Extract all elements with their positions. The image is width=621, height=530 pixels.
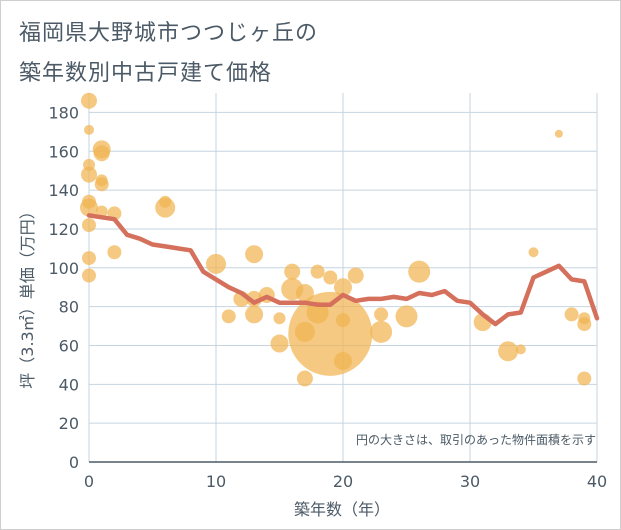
y-tick-label: 0 <box>69 453 79 472</box>
data-bubble <box>80 198 98 217</box>
x-tick-label: 30 <box>460 472 480 491</box>
data-bubble <box>94 177 109 192</box>
data-bubble <box>221 309 236 324</box>
data-bubble <box>334 352 352 371</box>
data-bubble <box>336 313 350 328</box>
y-tick-label: 40 <box>59 375 79 394</box>
data-bubble <box>564 307 579 322</box>
data-bubble <box>82 251 96 266</box>
data-bubble <box>528 247 539 258</box>
data-bubble <box>395 305 418 328</box>
grid-layer <box>88 93 598 463</box>
data-bubble <box>81 92 97 109</box>
x-axis-title: 築年数（年） <box>294 500 390 519</box>
y-tick-label: 100 <box>48 259 79 278</box>
data-bubble <box>334 278 352 297</box>
data-bubble <box>284 263 301 280</box>
data-bubble <box>245 305 264 324</box>
data-bubble <box>81 166 97 183</box>
data-bubble <box>577 371 592 386</box>
y-tick-label: 120 <box>48 220 79 239</box>
line-layer <box>86 213 600 327</box>
chart-title-line-1: 福岡県大野城市つつじヶ丘の <box>19 21 319 46</box>
tick-layer: 0 20 40 60 80 100 120 140 160 180 0 10 20 30 40 <box>48 103 607 491</box>
data-bubble <box>296 370 313 387</box>
x-tick-label: 0 <box>84 472 94 491</box>
y-tick-label: 20 <box>59 414 79 433</box>
data-bubble <box>408 260 431 283</box>
y-tick-label: 60 <box>59 336 79 355</box>
y-axis-title: 坪（3.3㎡）単価（万円） <box>18 203 37 388</box>
data-bubble <box>155 197 176 218</box>
data-bubble <box>370 320 393 343</box>
data-bubble <box>515 344 526 355</box>
data-bubble <box>82 268 96 283</box>
data-bubble <box>107 245 122 260</box>
data-bubble <box>273 312 286 325</box>
average-price-line <box>86 213 600 327</box>
y-tick-label: 80 <box>59 298 79 317</box>
bubble-size-note: 円の大きさは、取引のあった物件面積を示す <box>356 432 596 447</box>
data-bubble <box>374 307 389 322</box>
chart-title-line-2: 築年数別中古戸建て価格 <box>19 61 273 86</box>
data-bubble <box>84 124 94 135</box>
x-tick-label: 40 <box>587 472 607 491</box>
x-tick-label: 20 <box>333 472 353 491</box>
bubble-layer <box>80 92 592 387</box>
data-bubble <box>577 317 592 332</box>
y-tick-label: 140 <box>48 181 79 200</box>
x-tick-label: 10 <box>206 472 226 491</box>
y-tick-label: 160 <box>48 142 79 161</box>
y-tick-label: 180 <box>48 103 79 122</box>
data-bubble <box>554 129 563 138</box>
data-bubble <box>93 145 110 162</box>
data-bubble <box>82 218 96 233</box>
data-bubble <box>206 253 226 274</box>
data-bubble <box>95 205 108 218</box>
data-bubble <box>288 291 373 376</box>
data-bubble <box>323 270 338 285</box>
data-bubble <box>310 264 325 279</box>
data-bubble <box>245 245 264 264</box>
data-bubble <box>270 334 289 353</box>
data-bubble <box>347 267 364 284</box>
data-bubble <box>498 341 519 362</box>
